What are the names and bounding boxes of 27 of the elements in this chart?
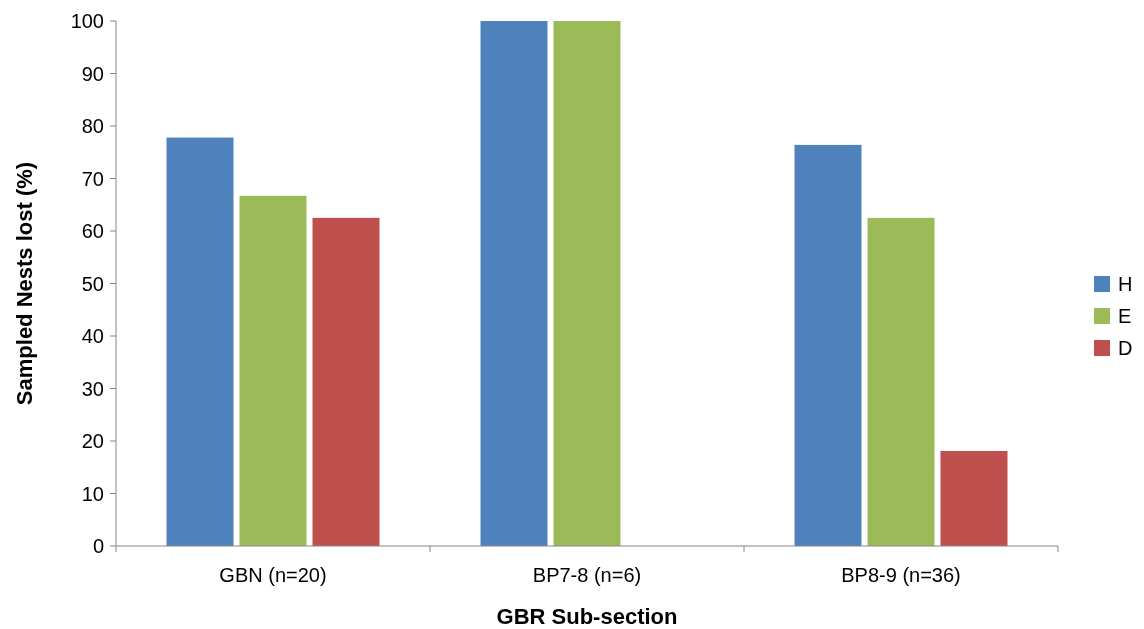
y-tick-label: 90 xyxy=(81,62,104,85)
y-tick-label: 60 xyxy=(81,220,104,242)
bar xyxy=(312,217,380,546)
bar xyxy=(867,217,935,546)
y-tick-label: 70 xyxy=(81,167,104,190)
y-tick-label: 0 xyxy=(92,535,104,557)
y-tick-label: 100 xyxy=(70,10,104,32)
bar xyxy=(553,21,621,546)
x-tick-label: BP8-9 (n=36) xyxy=(841,564,961,586)
bar xyxy=(940,450,1008,546)
y-tick-label: 40 xyxy=(81,325,104,347)
legend-label: H xyxy=(1118,273,1133,295)
bar xyxy=(239,195,307,546)
legend-label: E xyxy=(1118,305,1132,327)
legend-label: D xyxy=(1118,337,1133,359)
bar xyxy=(480,21,548,546)
bar xyxy=(166,137,234,546)
bar xyxy=(794,144,862,546)
x-tick-label: BP7-8 (n=6) xyxy=(532,564,642,586)
y-tick-label: 10 xyxy=(81,482,104,505)
y-axis-title: Sampled Nests lost (%) xyxy=(12,161,37,406)
y-tick-label: 80 xyxy=(81,115,104,137)
y-tick-label: 20 xyxy=(81,430,104,452)
y-tick-label: 50 xyxy=(81,272,104,295)
y-tick-label: 30 xyxy=(81,377,104,400)
x-axis-title: GBR Sub-section xyxy=(496,604,678,629)
x-tick-label: GBN (n=20) xyxy=(219,564,327,586)
